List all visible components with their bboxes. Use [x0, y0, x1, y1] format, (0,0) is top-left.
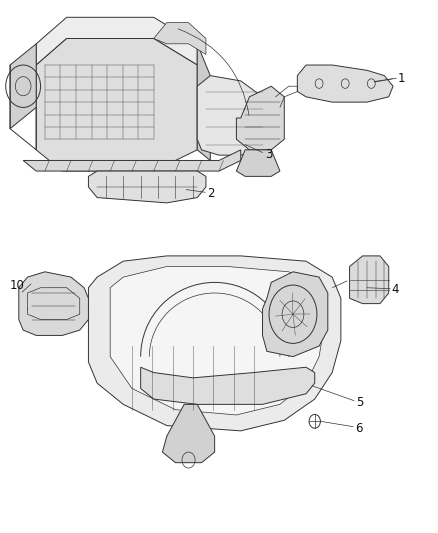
Polygon shape: [262, 272, 328, 357]
Polygon shape: [19, 272, 88, 335]
Polygon shape: [110, 266, 323, 415]
Polygon shape: [23, 150, 241, 171]
Polygon shape: [237, 86, 284, 150]
Text: 5: 5: [356, 395, 363, 409]
Polygon shape: [350, 256, 389, 304]
Polygon shape: [36, 17, 197, 65]
Text: 3: 3: [265, 148, 272, 160]
Polygon shape: [197, 44, 210, 160]
Polygon shape: [88, 256, 341, 431]
Polygon shape: [154, 22, 206, 54]
Polygon shape: [197, 76, 271, 155]
Polygon shape: [237, 150, 280, 176]
Polygon shape: [162, 405, 215, 463]
Text: 6: 6: [355, 422, 362, 435]
Text: 1: 1: [397, 72, 405, 85]
Polygon shape: [88, 171, 206, 203]
Polygon shape: [10, 44, 36, 128]
Text: 2: 2: [207, 187, 214, 200]
Polygon shape: [141, 367, 315, 405]
Polygon shape: [297, 65, 393, 102]
Text: 10: 10: [10, 279, 25, 292]
Polygon shape: [36, 38, 197, 171]
Text: 4: 4: [391, 284, 399, 296]
